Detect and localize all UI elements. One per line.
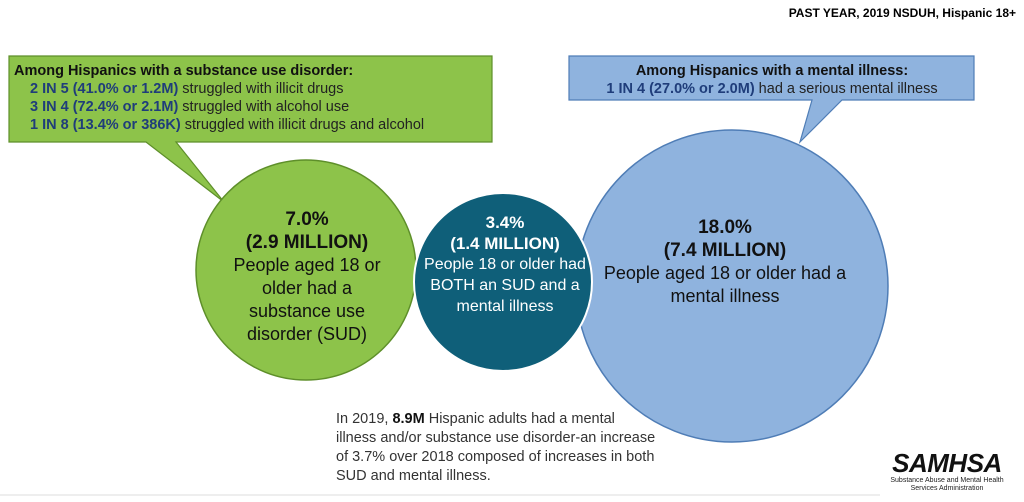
sud-callout-row: 3 IN 4 (72.4% or 2.1M) struggled with al… xyxy=(14,98,424,116)
samhsa-subtitle: Substance Abuse and Mental Health Servic… xyxy=(890,477,1004,492)
sud-circle-text: 7.0% (2.9 MILLION) People aged 18 or old… xyxy=(222,208,392,346)
both-circle xyxy=(413,192,593,372)
sud-callout-title: Among Hispanics with a substance use dis… xyxy=(14,63,354,79)
sud-callout: Among Hispanics with a substance use dis… xyxy=(14,62,424,134)
mi-stat-text: had a serious mental illness xyxy=(754,81,938,97)
sud-percent: 7.0% xyxy=(285,209,329,230)
both-circle-text: 3.4% (1.4 MILLION) People 18 or older ha… xyxy=(420,212,590,317)
mi-description: People aged 18 or older had a mental ill… xyxy=(603,263,847,306)
samhsa-logo: SAMHSA Substance Abuse and Mental Health… xyxy=(882,450,1012,493)
sud-stat: 2 IN 5 (41.0% or 1.2M) xyxy=(30,81,179,97)
footnote-pre: In 2019, xyxy=(336,411,393,427)
sud-callout-row: 2 IN 5 (41.0% or 1.2M) struggled with il… xyxy=(14,80,424,98)
footnote-post: Hispanic adults had a mental illness and… xyxy=(336,411,656,484)
both-description: People 18 or older had BOTH an SUD and a… xyxy=(424,256,586,315)
summary-footnote: In 2019, 8.9M Hispanic adults had a ment… xyxy=(336,410,656,486)
mi-callout-box xyxy=(568,55,975,145)
sud-stat: 3 IN 4 (72.4% or 2.1M) xyxy=(30,99,179,115)
mi-callout: Among Hispanics with a mental illness: 1… xyxy=(572,62,972,98)
sud-stat-text: struggled with illicit drugs and alcohol xyxy=(180,117,425,133)
footnote-total: 8.9M xyxy=(392,411,425,427)
sud-stat-text: struggled with alcohol use xyxy=(178,99,350,115)
sud-description: People aged 18 or older had a substance … xyxy=(233,255,381,344)
sud-stat-text: struggled with illicit drugs xyxy=(178,81,344,97)
sud-callout-row: 1 IN 8 (13.4% or 386K) struggled with il… xyxy=(14,116,424,134)
survey-label: PAST YEAR, 2019 NSDUH, Hispanic 18+ xyxy=(788,6,1016,20)
mi-stat: 1 IN 4 (27.0% or 2.0M) xyxy=(606,81,755,97)
both-count: (1.4 MILLION) xyxy=(450,234,560,253)
mi-callout-row: 1 IN 4 (27.0% or 2.0M) had a serious men… xyxy=(572,80,972,98)
sud-callout-box xyxy=(8,55,493,203)
sud-count: (2.9 MILLION) xyxy=(245,232,369,253)
sud-stat: 1 IN 8 (13.4% or 386K) xyxy=(30,117,181,133)
both-percent: 3.4% xyxy=(485,213,525,232)
mi-callout-title: Among Hispanics with a mental illness: xyxy=(635,63,909,79)
mi-count: (7.4 MILLION) xyxy=(663,240,787,261)
mi-percent: 18.0% xyxy=(698,217,752,238)
mi-circle-text: 18.0% (7.4 MILLION) People aged 18 or ol… xyxy=(600,216,850,308)
samhsa-wordmark: SAMHSA xyxy=(892,448,1002,478)
